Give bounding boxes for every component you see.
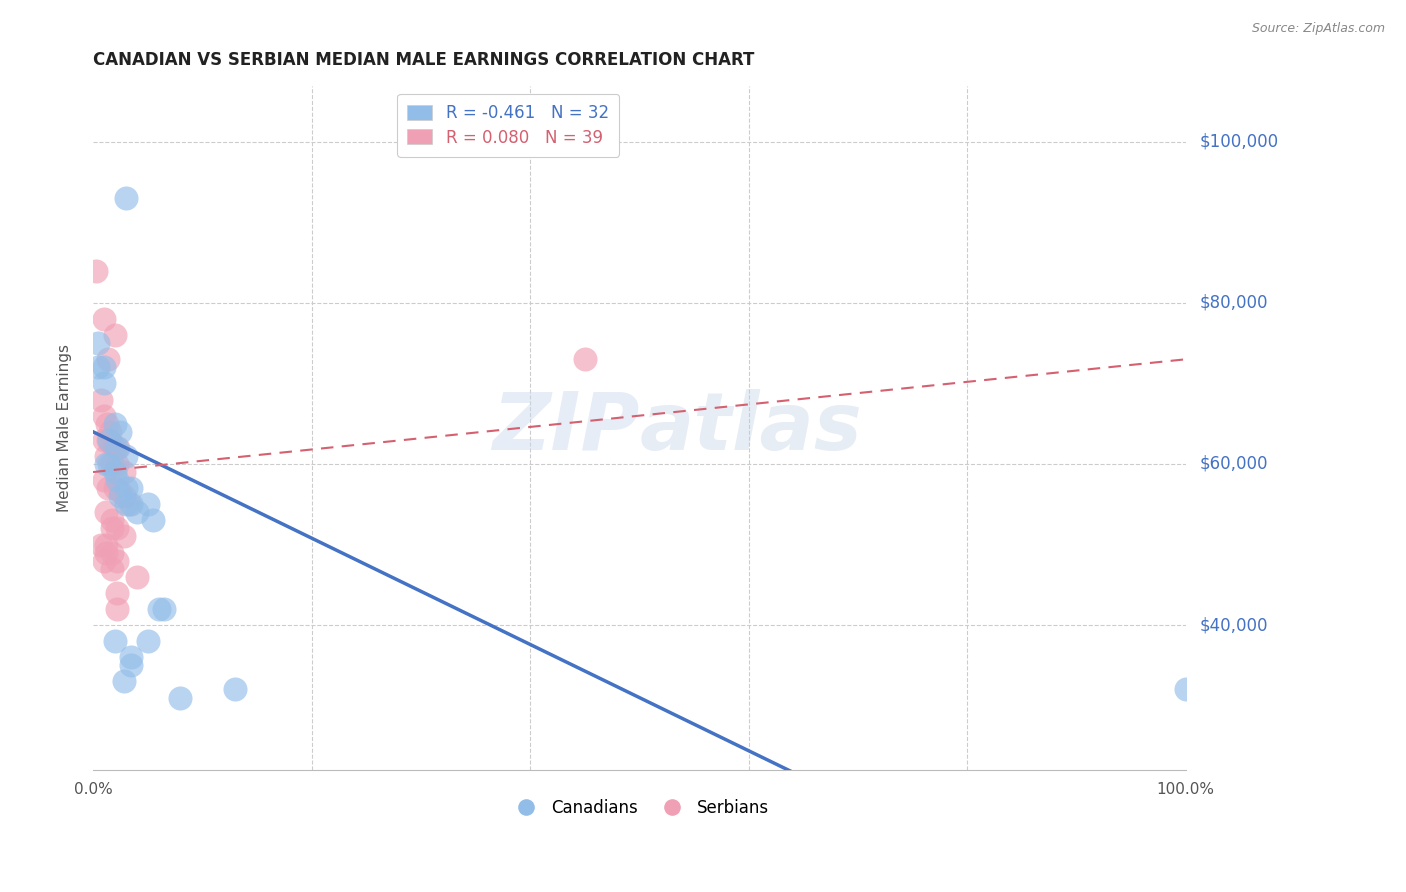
Point [104,441,127,455]
Point [105,602,128,616]
Point [100,437,122,451]
Point [87,336,110,351]
Point [93,433,115,447]
Point [105,473,128,487]
Point [97,481,120,495]
Point [84,264,107,278]
Point [142,513,165,527]
Point [110,489,132,503]
Point [125,570,148,584]
Point [114,497,136,511]
Point [112,489,135,503]
Point [120,650,142,665]
Point [93,376,115,391]
Point [114,449,136,463]
Point [98,457,121,471]
Point [100,521,122,535]
Point [120,497,142,511]
Point [110,425,132,439]
Point [224,682,246,697]
Point [574,352,596,367]
Text: $60,000: $60,000 [1199,455,1268,473]
Text: $80,000: $80,000 [1199,294,1268,312]
Point [94,457,117,471]
Point [94,545,117,559]
Text: ZIP: ZIP [492,389,640,467]
Point [90,537,112,551]
Point [94,505,117,519]
Point [93,473,115,487]
Point [114,481,136,495]
Point [169,690,191,705]
Point [153,602,176,616]
Point [112,674,135,689]
Point [93,312,115,326]
Point [107,441,129,455]
Text: atlas: atlas [640,389,862,467]
Point [105,586,128,600]
Point [105,441,128,455]
Point [104,465,127,479]
Point [104,328,127,343]
Point [120,481,142,495]
Point [110,485,132,500]
Text: $40,000: $40,000 [1199,616,1268,634]
Point [112,465,135,479]
Point [104,634,127,648]
Point [100,545,122,559]
Point [93,409,115,423]
Point [90,392,112,407]
Point [105,521,128,535]
Point [100,457,122,471]
Point [98,433,121,447]
Point [114,191,136,205]
Point [100,562,122,576]
Point [104,481,127,495]
Point [93,554,115,568]
Point [120,658,142,673]
Point [104,417,127,431]
Point [94,537,117,551]
Point [118,497,141,511]
Point [100,425,122,439]
Text: Source: ZipAtlas.com: Source: ZipAtlas.com [1251,22,1385,36]
Point [112,529,135,543]
Point [93,360,115,375]
Point [148,602,170,616]
Point [136,497,159,511]
Point [94,449,117,463]
Point [96,417,118,431]
Point [136,634,159,648]
Text: $100,000: $100,000 [1199,133,1278,151]
Legend: Canadians, Serbians: Canadians, Serbians [503,792,775,823]
Point [105,554,128,568]
Point [97,433,120,447]
Point [105,457,128,471]
Point [97,352,120,367]
Point [100,513,122,527]
Text: CANADIAN VS SERBIAN MEDIAN MALE EARNINGS CORRELATION CHART: CANADIAN VS SERBIAN MEDIAN MALE EARNINGS… [93,51,755,69]
Point [125,505,148,519]
Point [87,360,110,375]
Point [1174,682,1197,697]
Y-axis label: Median Male Earnings: Median Male Earnings [58,343,72,512]
